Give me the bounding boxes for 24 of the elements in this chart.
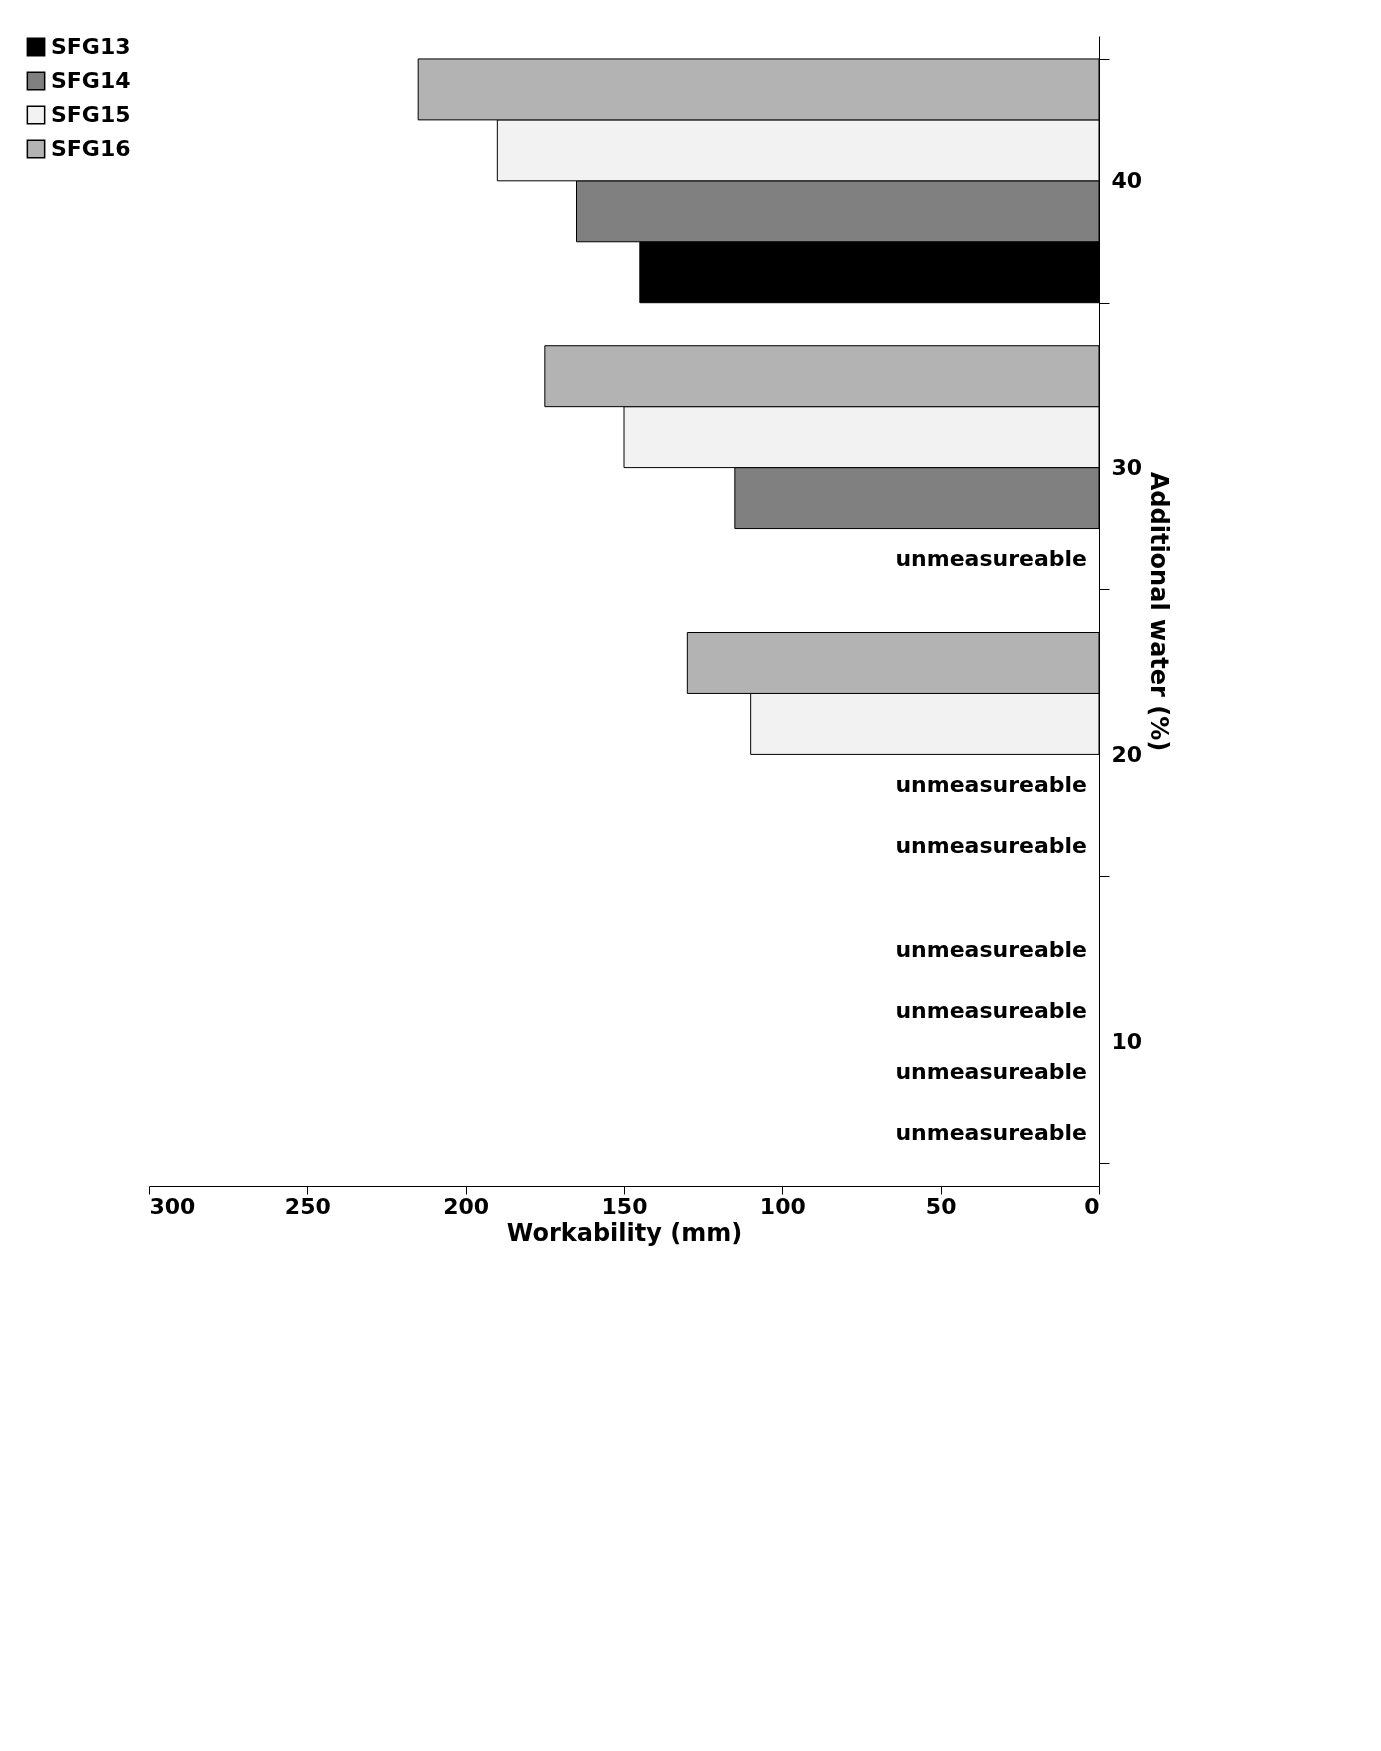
legend-label: SFG13: [51, 34, 131, 59]
text: unmeasureable: [895, 1119, 1087, 1145]
x-tick-label: 150: [601, 1193, 648, 1219]
x-axis-title: Workability (mm): [506, 1218, 743, 1247]
text: unmeasureable: [895, 1058, 1087, 1084]
y-tick-label: 10: [1111, 1028, 1143, 1054]
legend-label: SFG15: [51, 102, 131, 127]
legend-label: SFG16: [51, 136, 131, 161]
x-tick-label: 50: [925, 1193, 957, 1219]
y-tick-label: 40: [1111, 168, 1143, 194]
text: unmeasureable: [895, 997, 1087, 1023]
x-tick-label: 250: [284, 1193, 331, 1219]
text: unmeasureable: [895, 771, 1087, 797]
text: unmeasureable: [895, 936, 1087, 962]
legend-label: SFG14: [51, 68, 131, 93]
x-tick-label: 200: [443, 1193, 490, 1219]
y-axis-title: Additional water (%): [1145, 471, 1174, 752]
y-tick-label: 30: [1111, 455, 1143, 481]
text: unmeasureable: [895, 546, 1087, 572]
y-tick-label: 20: [1111, 741, 1143, 767]
x-tick-label: 100: [759, 1193, 806, 1219]
x-tick-label: 300: [149, 1193, 196, 1219]
text: unmeasureable: [895, 832, 1087, 858]
x-tick-label: 0: [1084, 1193, 1100, 1219]
